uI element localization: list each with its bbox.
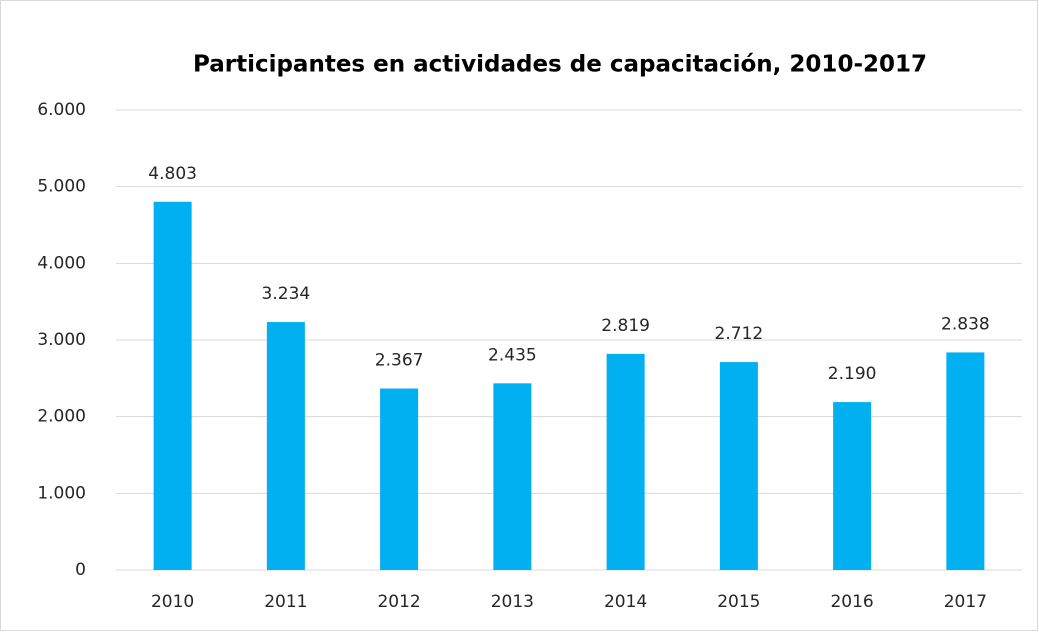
y-tick-label: 2.000: [37, 407, 86, 427]
x-tick-label: 2017: [944, 592, 987, 612]
y-tick-label: 1.000: [37, 483, 86, 503]
data-label: 2.838: [941, 314, 990, 334]
data-label: 2.190: [828, 364, 877, 384]
y-tick-label: 0: [75, 560, 86, 580]
data-label: 2.819: [601, 316, 650, 336]
y-tick-label: 4.000: [37, 253, 86, 273]
bar: [833, 402, 872, 570]
x-tick-label: 2011: [264, 592, 307, 612]
bar: [946, 352, 985, 570]
y-tick-label: 6.000: [37, 100, 86, 120]
x-tick-label: 2012: [377, 592, 420, 612]
y-tick-label: 5.000: [37, 177, 86, 197]
data-label: 4.803: [148, 164, 197, 184]
y-tick-label: 3.000: [37, 330, 86, 350]
data-label: 2.435: [488, 345, 537, 365]
x-tick-label: 2014: [604, 592, 647, 612]
bar: [606, 353, 645, 570]
data-label: 2.367: [375, 351, 424, 371]
data-label: 2.712: [715, 324, 764, 344]
bar: [153, 201, 192, 570]
chart-title: Participantes en actividades de capacita…: [193, 52, 927, 78]
data-label: 3.234: [262, 284, 311, 304]
bar: [266, 322, 305, 570]
bar: [719, 362, 758, 570]
bar: [493, 383, 532, 570]
bar: [380, 388, 419, 570]
x-tick-label: 2013: [491, 592, 534, 612]
x-tick-label: 2010: [151, 592, 194, 612]
x-tick-label: 2016: [830, 592, 873, 612]
x-tick-label: 2015: [717, 592, 760, 612]
